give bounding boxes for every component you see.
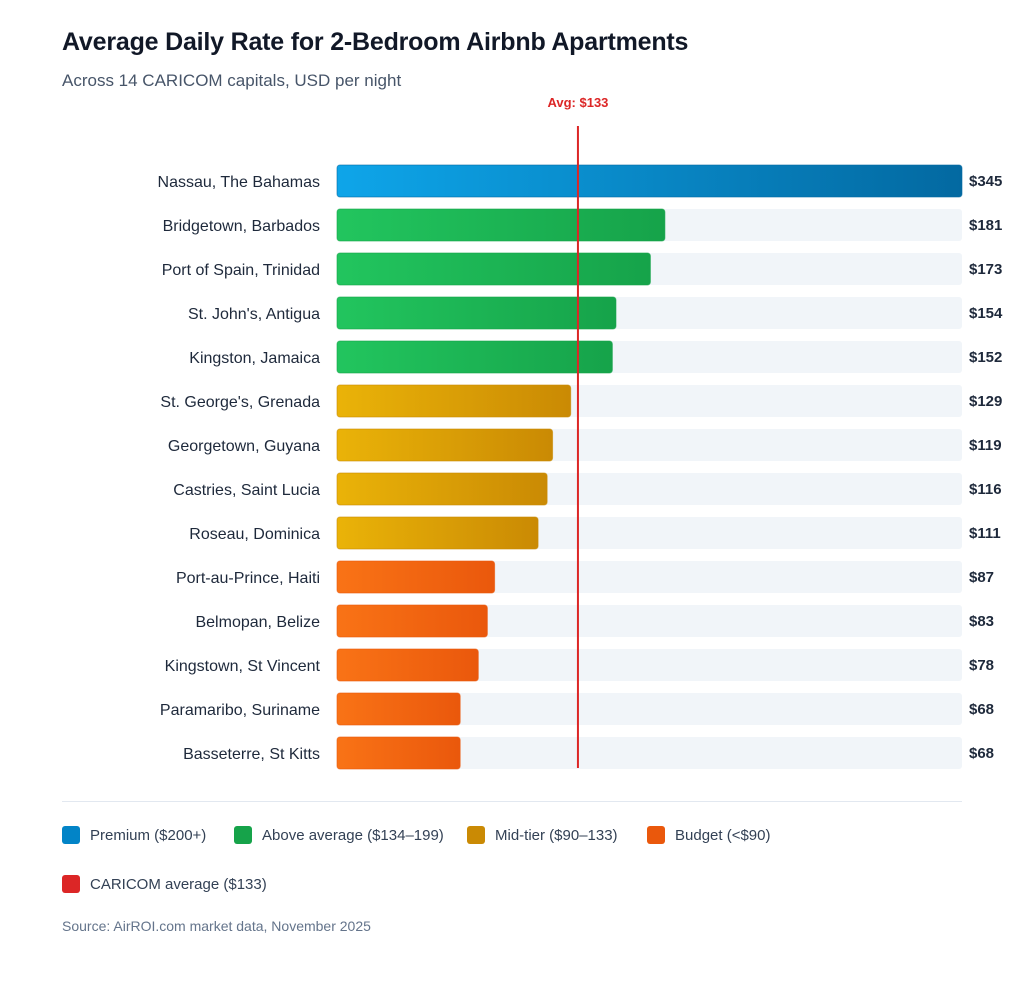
legend-item-caricom-average: CARICOM average ($133): [62, 875, 267, 893]
source-note: Source: AirROI.com market data, November…: [62, 918, 371, 934]
category-label: Port-au-Prince, Haiti: [176, 570, 320, 587]
bar-track: [337, 693, 962, 725]
legend-label-caricom-average: CARICOM average ($133): [90, 875, 267, 893]
category-label: Basseterre, St Kitts: [183, 746, 320, 763]
legend-swatch-premium: [62, 826, 80, 844]
value-label: $78: [969, 657, 994, 674]
value-label: $83: [969, 613, 994, 630]
category-label: St. John's, Antigua: [188, 306, 320, 323]
bar-11: [336, 648, 479, 682]
legend-label-above-average: Above average ($134–199): [262, 826, 444, 844]
value-label: $345: [969, 173, 1002, 190]
bar-5: [336, 384, 572, 418]
value-label: $111: [969, 525, 1001, 542]
bar-track: [337, 605, 962, 637]
bar-8: [336, 516, 539, 550]
bar-track: [337, 737, 962, 769]
value-label: $152: [969, 349, 1002, 366]
value-label: $181: [969, 217, 1002, 234]
category-label: Paramaribo, Suriname: [160, 702, 320, 719]
legend-swatch-budget: [647, 826, 665, 844]
value-label: $154: [969, 305, 1003, 322]
bar-track: [337, 649, 962, 681]
legend-label-premium: Premium ($200+): [90, 826, 207, 844]
category-label: Port of Spain, Trinidad: [162, 262, 320, 279]
value-label: $116: [969, 481, 1002, 498]
chart-title: Average Daily Rate for 2-Bedroom Airbnb …: [62, 28, 689, 56]
value-label: $68: [969, 745, 994, 762]
average-reference-label: Avg: $133: [547, 95, 608, 110]
value-label: $87: [969, 569, 994, 586]
category-label: Belmopan, Belize: [195, 614, 320, 631]
legend-swatch-caricom-average: [62, 875, 80, 893]
bar-1: [336, 208, 666, 242]
category-label: St. George's, Grenada: [160, 394, 320, 411]
bar-2: [336, 252, 651, 286]
category-label: Georgetown, Guyana: [168, 438, 320, 455]
category-label: Bridgetown, Barbados: [163, 218, 320, 235]
legend-swatch-mid-tier: [467, 826, 485, 844]
legend-swatch-above-average: [234, 826, 252, 844]
legend-label-mid-tier: Mid-tier ($90–133): [495, 826, 618, 844]
category-label: Nassau, The Bahamas: [158, 174, 320, 191]
bar-10: [336, 604, 488, 638]
category-label: Castries, Saint Lucia: [173, 482, 320, 499]
bar-6: [336, 428, 554, 462]
legend-label-budget: Budget (<$90): [675, 826, 771, 844]
legend-item-budget: Budget (<$90): [647, 826, 771, 844]
legend-item-above-average: Above average ($134–199): [234, 826, 444, 844]
value-label: $119: [969, 437, 1002, 454]
bar-13: [336, 736, 461, 770]
bar-0: [336, 164, 963, 198]
legend-item-premium: Premium ($200+): [62, 826, 206, 844]
category-label: Kingston, Jamaica: [189, 350, 320, 367]
bar-4: [336, 340, 613, 374]
category-label: Kingstown, St Vincent: [165, 658, 321, 675]
legend-divider: [62, 801, 962, 802]
chart-subtitle: Across 14 CARICOM capitals, USD per nigh…: [62, 71, 402, 90]
bar-chart: Nassau, The Bahamas Bridgetown, Barbados P…: [158, 95, 1003, 770]
category-label: Roseau, Dominica: [189, 526, 320, 543]
value-label: $68: [969, 701, 994, 718]
bar-3: [336, 296, 617, 330]
legend-item-mid-tier: Mid-tier ($90–133): [467, 826, 618, 844]
bar-9: [336, 560, 496, 594]
value-label: $129: [969, 393, 1002, 410]
bar-12: [336, 692, 461, 726]
bar-7: [336, 472, 548, 506]
value-label: $173: [969, 261, 1002, 278]
